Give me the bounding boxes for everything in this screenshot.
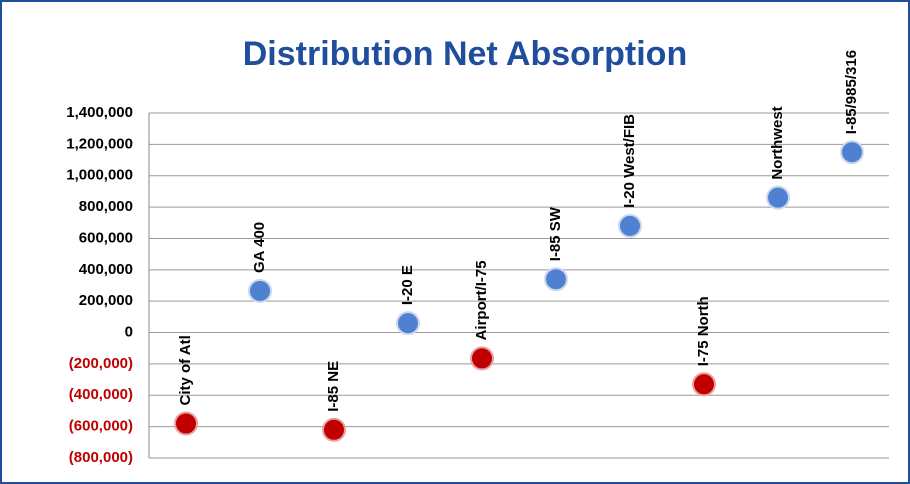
- dot: [174, 411, 198, 436]
- point-label: I-75 North: [695, 296, 712, 366]
- point-label: I-20 E: [399, 265, 416, 305]
- y-tick-label: 1,000,000: [66, 167, 133, 184]
- chart-title: Distribution Net Absorption: [243, 35, 687, 73]
- dot: [544, 267, 568, 292]
- point-label: Airport/I-75: [473, 260, 490, 340]
- point-label: I-20 West/FIB: [621, 114, 638, 208]
- dot: [692, 372, 716, 397]
- dot: [396, 311, 420, 336]
- point-label: Northwest: [769, 106, 786, 179]
- y-tick-label: 200,000: [79, 292, 133, 309]
- dot: [766, 185, 790, 210]
- point-label: I-85 NE: [325, 361, 342, 412]
- y-tick-label: (200,000): [69, 355, 133, 372]
- dot: [470, 346, 494, 371]
- point-label: I-85/985/316: [843, 50, 860, 134]
- point-label: City of Atl: [177, 335, 194, 405]
- dot: [248, 278, 272, 303]
- y-tick-label: 0: [125, 324, 133, 341]
- y-tick-label: (800,000): [69, 449, 133, 466]
- dot: [618, 213, 642, 238]
- y-tick-label: 1,400,000: [66, 104, 133, 121]
- y-tick-label: 400,000: [79, 261, 133, 278]
- y-tick-label: (400,000): [69, 386, 133, 403]
- dot: [840, 140, 864, 165]
- point-label: I-85 SW: [547, 206, 564, 261]
- y-tick-label: 1,200,000: [66, 135, 133, 152]
- point-label: GA 400: [251, 222, 268, 273]
- y-tick-label: (600,000): [69, 418, 133, 435]
- y-tick-label: 800,000: [79, 198, 133, 215]
- y-tick-label: 600,000: [79, 229, 133, 246]
- dot: [322, 417, 346, 442]
